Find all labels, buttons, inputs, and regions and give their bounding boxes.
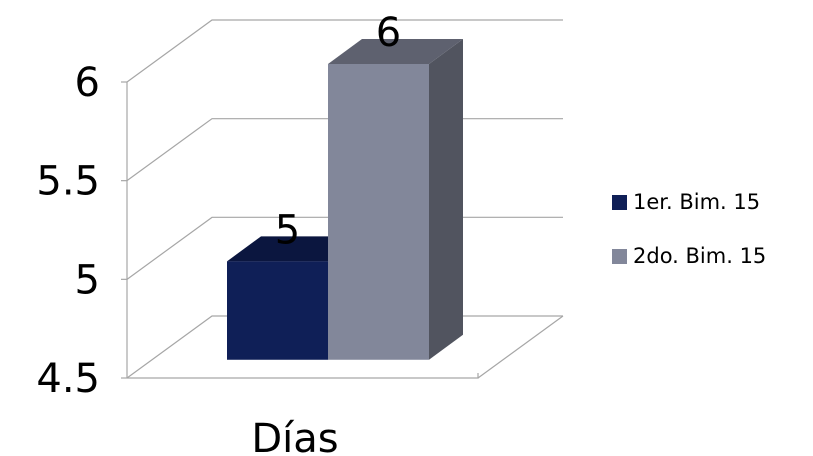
- legend-swatch-series-1: [612, 194, 627, 210]
- y-tick-label: 4.5: [36, 356, 100, 402]
- legend-label-series-2: 2do. Bim. 15: [633, 244, 767, 268]
- x-category-label: Días: [251, 416, 338, 456]
- legend-item-series-1[interactable]: 1er. Bim. 15: [612, 188, 766, 216]
- data-labels: 56: [275, 10, 401, 253]
- y-tick-label: 6: [75, 60, 100, 106]
- bar-front-2: [328, 64, 429, 360]
- bars: [227, 39, 463, 360]
- data-label-series-2: 6: [376, 10, 401, 56]
- floor-front-edge: [127, 373, 479, 379]
- bar-top-2: [328, 39, 463, 64]
- bar-side-2: [429, 39, 463, 360]
- legend-swatch-series-2: [612, 248, 627, 264]
- floor-right-edge: [477, 315, 564, 379]
- y-axis: 4.5 5 5.5 6: [36, 60, 127, 402]
- y-tick-label: 5.5: [36, 159, 100, 205]
- chart-walls: [126, 82, 564, 379]
- bar-front-1: [227, 261, 328, 360]
- y-tick-label: 5: [75, 257, 100, 303]
- legend: 1er. Bim. 15 2do. Bim. 15: [612, 188, 766, 296]
- gridline: [126, 19, 563, 83]
- legend-item-series-2[interactable]: 2do. Bim. 15: [612, 242, 766, 270]
- legend-label-series-1: 1er. Bim. 15: [633, 190, 761, 214]
- x-axis: Días: [251, 416, 338, 456]
- data-label-series-1: 5: [275, 207, 300, 253]
